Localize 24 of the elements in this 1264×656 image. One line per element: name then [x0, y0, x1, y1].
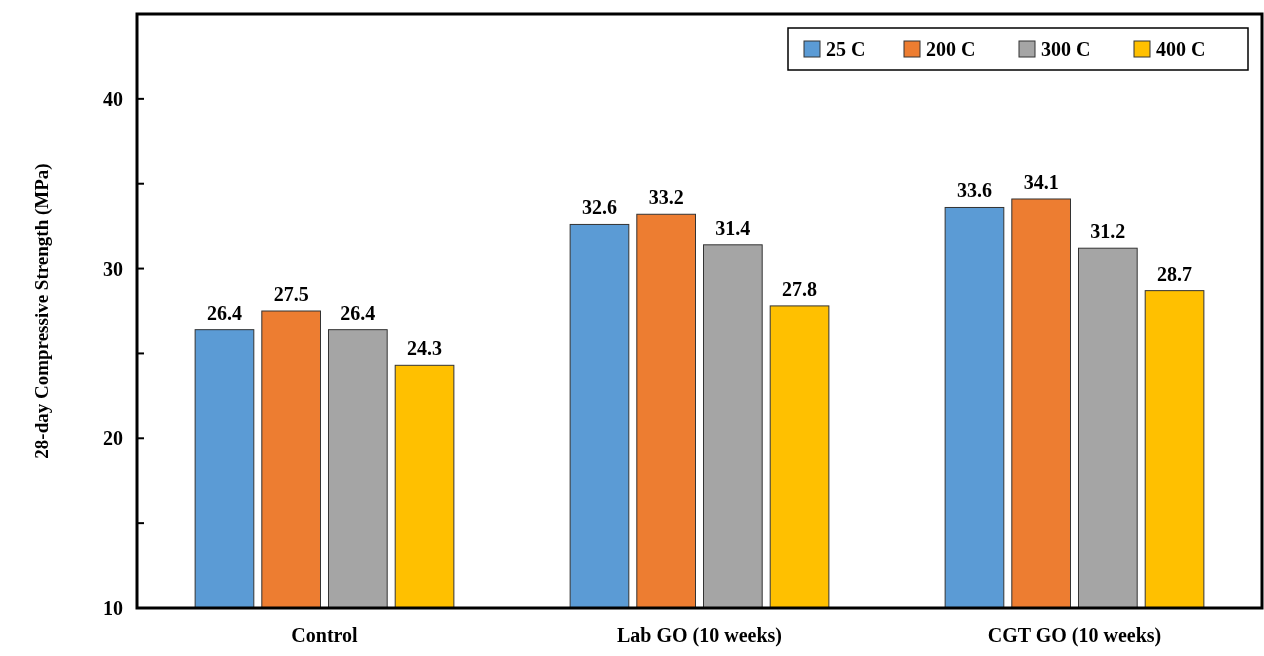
- x-tick-label: Lab GO (10 weeks): [617, 624, 782, 647]
- data-label: 34.1: [1023, 170, 1059, 193]
- y-tick-label: 10: [103, 597, 123, 619]
- y-tick-label: 40: [103, 87, 123, 110]
- y-axis-title: 28-day Compressive Strength (MPa): [31, 163, 53, 459]
- data-label: 31.2: [1090, 220, 1126, 243]
- data-label: 28.7: [1157, 262, 1193, 285]
- y-tick-label: 30: [103, 257, 123, 280]
- data-label: 33.6: [956, 179, 992, 202]
- data-label: 26.4: [340, 301, 376, 324]
- y-tick-label: 20: [103, 427, 123, 450]
- data-label: 26.4: [206, 301, 242, 324]
- x-tick-label: CGT GO (10 weeks): [987, 624, 1162, 647]
- legend-label: 300 C: [1041, 38, 1091, 60]
- legend-label: 25 C: [826, 38, 866, 60]
- x-tick-label: Control: [291, 624, 359, 646]
- legend-label: 200 C: [926, 38, 976, 60]
- data-label: 32.6: [581, 196, 617, 219]
- data-label: 33.2: [648, 186, 684, 209]
- legend-label: 400 C: [1156, 38, 1206, 60]
- data-label: 31.4: [715, 216, 751, 239]
- data-label: 24.3: [407, 337, 443, 360]
- data-label: 27.5: [273, 283, 309, 305]
- data-label: 27.8: [782, 277, 818, 300]
